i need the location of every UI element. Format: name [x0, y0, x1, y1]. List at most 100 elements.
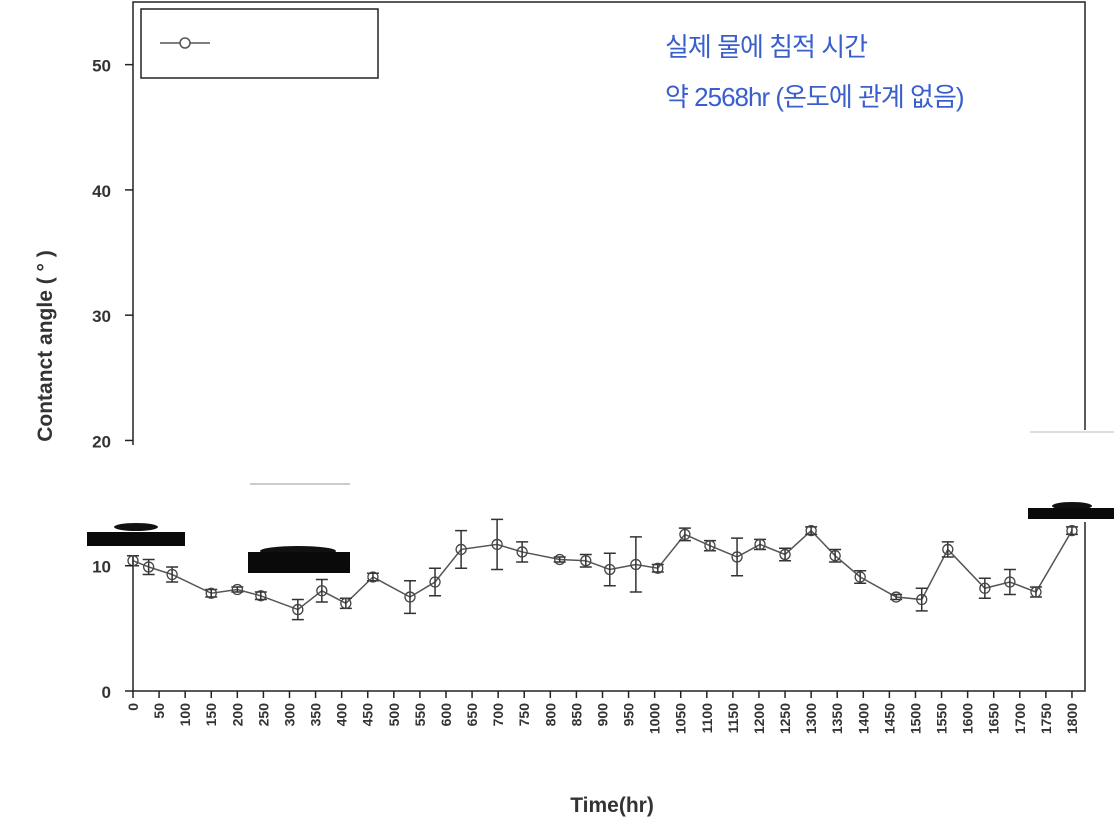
- x-tick-label: 1450: [881, 703, 897, 734]
- y-tick-label: 40: [92, 182, 111, 201]
- point: [429, 576, 441, 588]
- x-tick-label: 300: [281, 703, 297, 727]
- x-tick-label: 1250: [777, 703, 793, 734]
- substrate: [248, 552, 350, 573]
- error-bar: [629, 536, 642, 593]
- error-bar: [579, 553, 592, 568]
- point: [404, 591, 416, 603]
- error-bar: [429, 567, 442, 597]
- point: [255, 590, 267, 602]
- y-axis-label: Contanct angle ( ° ): [34, 250, 57, 442]
- x-tick-label: 1300: [803, 703, 819, 734]
- x-tick-label: 950: [621, 703, 637, 727]
- error-bar: [829, 548, 842, 563]
- point: [1004, 576, 1016, 588]
- y-tick-label: 20: [92, 432, 111, 451]
- x-tick-label: 1400: [855, 703, 871, 734]
- substrate: [87, 532, 185, 546]
- x-tick-label: 350: [308, 703, 324, 727]
- x-tick-label: 1150: [725, 703, 741, 734]
- point: [166, 568, 178, 581]
- x-tick-label: 250: [255, 703, 271, 727]
- substrate: [1028, 508, 1114, 519]
- point: [805, 525, 817, 537]
- error-bar: [603, 552, 616, 587]
- error-bar: [291, 598, 304, 621]
- y-tick-label: 0: [102, 683, 111, 702]
- x-axis-label: Time(hr): [570, 794, 654, 817]
- droplet: [114, 523, 158, 531]
- x-tick-label: 500: [386, 703, 402, 727]
- point: [704, 540, 716, 552]
- error-bar: [731, 537, 744, 577]
- point: [340, 597, 352, 609]
- error-bar: [854, 569, 867, 585]
- x-tick-label: 0: [125, 703, 141, 711]
- error-bar: [678, 527, 691, 542]
- x-tick-label: 1100: [699, 703, 715, 734]
- point: [516, 546, 528, 558]
- point: [652, 562, 664, 574]
- point: [854, 571, 866, 583]
- x-tick-label: 1600: [960, 703, 976, 734]
- y-tick-label: 30: [92, 307, 111, 326]
- annotation: 약 2568hr (온도에 관계 없음): [665, 82, 964, 112]
- error-bar: [1003, 568, 1016, 596]
- point: [679, 528, 691, 541]
- point: [580, 555, 592, 567]
- annotation: 실제 물에 침적 시간: [665, 32, 867, 62]
- x-tick-label: 1000: [647, 703, 663, 734]
- error-bar: [315, 578, 328, 603]
- x-tick-label: 1750: [1038, 703, 1054, 734]
- point: [916, 593, 928, 606]
- point: [367, 571, 379, 583]
- error-bar: [491, 518, 504, 571]
- point: [630, 558, 642, 571]
- x-tick-label: 750: [516, 703, 532, 727]
- series: [127, 518, 1078, 621]
- plot-frame: [132, 1, 1086, 692]
- x-tick-label: 550: [412, 703, 428, 727]
- point: [979, 582, 991, 594]
- point: [205, 587, 217, 599]
- x-tick-label: 150: [203, 703, 219, 727]
- x-tick-label: 1500: [907, 703, 923, 734]
- x-tick-label: 700: [490, 703, 506, 727]
- point: [316, 585, 328, 597]
- y-tick-label: 50: [92, 57, 111, 76]
- x-tick-label: 400: [334, 703, 350, 727]
- x-tick-label: 1050: [673, 703, 689, 734]
- error-bar: [978, 577, 991, 600]
- point: [754, 538, 766, 551]
- error-bar: [516, 541, 529, 563]
- x-tick-label: 800: [542, 703, 558, 727]
- x-tick-label: 1650: [986, 703, 1002, 734]
- y-tick-label: 10: [92, 558, 111, 577]
- point: [604, 563, 616, 576]
- point: [1030, 586, 1042, 598]
- point: [779, 548, 791, 561]
- error-bar: [455, 529, 468, 569]
- point: [942, 543, 954, 556]
- x-tick-label: 650: [464, 703, 480, 727]
- point: [1066, 525, 1078, 537]
- x-tick-label: 50: [151, 703, 167, 719]
- point: [455, 543, 467, 556]
- point: [890, 591, 902, 603]
- x-tick-label: 100: [177, 703, 193, 727]
- x-tick-label: 600: [438, 703, 454, 727]
- x-tick-label: 850: [568, 703, 584, 727]
- x-tick-label: 200: [229, 703, 245, 727]
- point: [491, 538, 503, 551]
- x-tick-label: 1200: [751, 703, 767, 734]
- x-tick-label: 450: [360, 703, 376, 727]
- point: [142, 561, 155, 573]
- error-bar: [779, 547, 792, 562]
- x-tick-label: 1800: [1064, 703, 1080, 734]
- error-bar: [915, 587, 928, 612]
- x-tick-label: 1550: [934, 703, 950, 734]
- point: [731, 551, 743, 563]
- x-tick-label: 1350: [829, 703, 845, 734]
- point: [231, 583, 243, 596]
